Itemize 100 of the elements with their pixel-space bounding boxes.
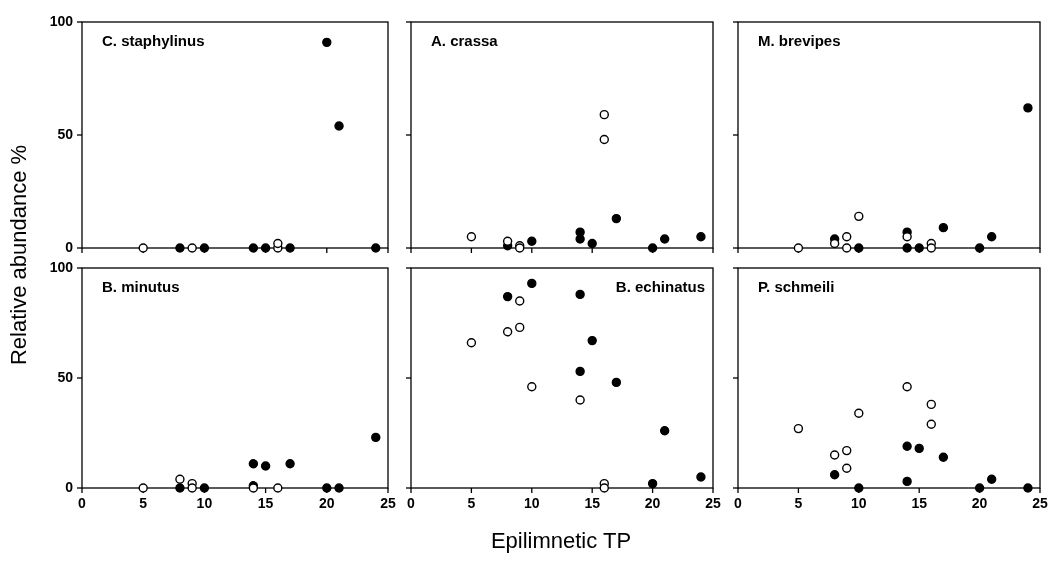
x-tick-label: 25 [705,495,721,511]
point [842,463,852,473]
point [285,459,295,469]
point [854,408,864,418]
point [199,243,210,253]
point [466,232,477,242]
x-tick-label: 10 [851,495,867,511]
y-tick-label: 50 [57,125,74,142]
point [854,243,864,253]
point [527,236,537,246]
x-tick-label: 20 [971,495,988,511]
point [926,243,936,253]
point [829,450,840,460]
point [842,243,852,253]
point [986,232,997,242]
point [371,432,381,443]
point [187,483,197,493]
x-tick-label: 5 [139,495,148,511]
point [902,476,912,487]
point [187,243,197,253]
y-tick-label: 100 [49,258,74,275]
x-tick-label: 0 [407,495,416,511]
point [599,109,609,120]
x-tick-label: 20 [644,495,661,511]
point [502,327,513,337]
point [926,419,936,429]
point [974,483,985,493]
point [611,213,622,224]
point [248,459,259,469]
point [273,483,283,493]
point [696,232,706,242]
point [938,452,949,462]
point [659,426,670,436]
y-tick-label: 100 [49,12,74,29]
point [902,382,912,392]
point [502,236,513,246]
y-tick-label: 0 [65,238,74,255]
point [902,243,912,253]
point [527,278,537,289]
point [175,483,185,493]
text: B. echinatus [615,278,705,295]
point [938,222,949,233]
point [515,322,525,333]
point [466,338,477,348]
point [138,483,148,493]
point [248,243,259,253]
y-tick-label: 50 [57,368,74,385]
point [273,238,283,249]
y-tick-label: 0 [65,478,74,495]
point [902,441,912,451]
x-tick-label: 0 [78,495,87,511]
x-tick-label: 15 [911,495,928,511]
x-tick-label: 10 [196,495,213,511]
point [974,243,985,253]
point [793,423,804,434]
point [902,232,912,242]
text: B. minutus [102,278,180,295]
x-tick-label: 25 [1032,495,1048,511]
point [371,243,381,253]
point [696,472,706,482]
point [659,234,670,244]
x-tick-label: 0 [734,495,743,511]
point [599,134,609,145]
x-tick-label: 15 [584,495,601,511]
point [322,37,332,48]
point [587,238,597,249]
x-axis-title: Epilimnetic TP [490,528,632,553]
point [322,483,332,493]
point [260,461,271,471]
x-tick-label: 20 [319,495,335,511]
point [285,243,295,253]
point [334,121,344,131]
point [793,243,804,253]
x-tick-label: 5 [467,495,476,511]
point [587,335,597,346]
point [502,291,513,302]
point [575,395,585,405]
point [854,483,864,493]
point [647,243,658,253]
point [575,366,585,377]
x-tick-label: 10 [524,495,540,511]
point [914,443,924,454]
point [1023,103,1033,113]
point [175,474,185,484]
point [926,399,936,410]
point [575,234,585,244]
text: A. crassa [431,32,499,49]
point [260,243,271,253]
point [647,478,658,489]
point [334,483,344,493]
text: P. schmeili [758,278,835,295]
point [599,483,609,493]
point [842,445,852,456]
text: M. brevipes [758,32,841,49]
point [575,289,585,300]
point [515,296,525,306]
point [199,483,210,493]
point [138,243,148,253]
point [611,377,622,388]
point [986,474,997,484]
